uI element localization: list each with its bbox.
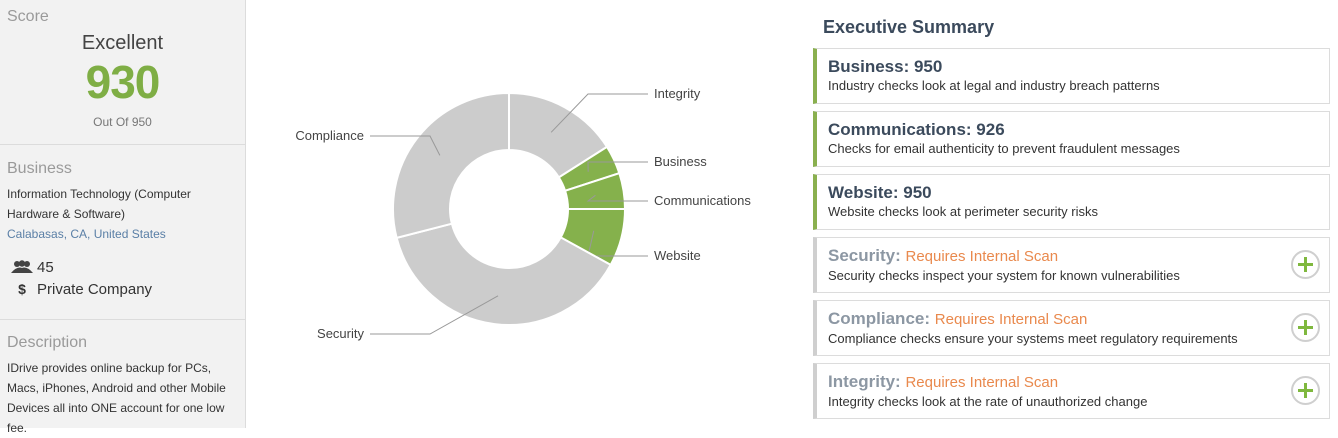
slice-label-website: Website bbox=[654, 248, 701, 263]
card-heading: Communications: 926 bbox=[828, 120, 1005, 139]
executive-summary: Executive Summary Business: 950 Industry… bbox=[813, 0, 1330, 426]
business-industry: Information Technology (Computer Hardwar… bbox=[7, 187, 191, 221]
card-description: Checks for email authenticity to prevent… bbox=[828, 141, 1180, 156]
location-separator: , bbox=[87, 227, 94, 241]
expand-plus-icon[interactable] bbox=[1291, 250, 1320, 279]
score-rating: Excellent bbox=[81, 32, 164, 54]
score-out-of: Out Of 950 bbox=[93, 115, 152, 129]
leader-line-integrity bbox=[550, 93, 648, 133]
summary-card-security: Security: Requires Internal Scan Securit… bbox=[813, 237, 1330, 293]
score-section-title: Score bbox=[7, 8, 49, 25]
card-description: Security checks inspect your system for … bbox=[828, 268, 1180, 283]
company-sidebar: Score Excellent 930 Out Of 950 Business … bbox=[0, 0, 246, 435]
business-section-title: Business bbox=[7, 160, 72, 177]
description-section-title: Description bbox=[7, 334, 88, 351]
summary-card-website: Website: 950 Website checks look at peri… bbox=[813, 174, 1330, 230]
company-type: Private Company bbox=[37, 280, 153, 298]
score-breakdown-chart: Integrity Business Communications Website Se… bbox=[246, 0, 806, 428]
donut-slice-security bbox=[395, 222, 613, 326]
card-category: Security: bbox=[828, 246, 901, 265]
leader-line-communications bbox=[586, 194, 648, 202]
score-value: 930 bbox=[85, 56, 161, 108]
card-heading: Security: Requires Internal Scan bbox=[828, 246, 1329, 267]
card-heading: Website: 950 bbox=[828, 183, 932, 202]
business-city: Calabasas, CA bbox=[7, 227, 88, 241]
slice-label-business: Business bbox=[654, 154, 707, 169]
summary-card-communications: Communications: 926 Checks for email aut… bbox=[813, 111, 1330, 167]
business-country-link[interactable]: United States bbox=[93, 227, 166, 241]
leader-line-security bbox=[370, 295, 499, 335]
people-icon bbox=[7, 260, 37, 274]
card-status: Requires Internal Scan bbox=[905, 374, 1059, 391]
company-type-row: $ Private Company bbox=[7, 278, 238, 300]
donut-chart: Integrity Business Communications Website Se… bbox=[295, 86, 751, 341]
employee-count-row: 45 bbox=[7, 256, 238, 278]
summary-card-integrity: Integrity: Requires Internal Scan Integr… bbox=[813, 363, 1330, 419]
summary-card-compliance: Compliance: Requires Internal Scan Compl… bbox=[813, 300, 1330, 356]
card-category: Compliance: bbox=[828, 309, 931, 328]
slice-label-compliance: Compliance bbox=[295, 128, 364, 143]
summary-title: Executive Summary bbox=[823, 17, 995, 37]
card-description: Integrity checks look at the rate of una… bbox=[828, 394, 1148, 409]
slice-label-integrity: Integrity bbox=[654, 86, 701, 101]
card-status: Requires Internal Scan bbox=[905, 248, 1059, 265]
business-location: Calabasas, CA, United States bbox=[7, 224, 238, 244]
description-text: IDrive provides online backup for PCs, M… bbox=[7, 361, 226, 435]
description-section: Description IDrive provides online backu… bbox=[0, 320, 245, 438]
card-heading: Compliance: Requires Internal Scan bbox=[828, 309, 1329, 330]
slice-label-communications: Communications bbox=[654, 193, 751, 208]
card-category: Integrity: bbox=[828, 372, 901, 391]
expand-plus-icon[interactable] bbox=[1291, 313, 1320, 342]
leader-line-compliance bbox=[370, 135, 441, 156]
donut-slice-compliance bbox=[392, 91, 510, 240]
score-section: Score Excellent 930 Out Of 950 bbox=[0, 0, 245, 145]
card-heading: Integrity: Requires Internal Scan bbox=[828, 372, 1329, 393]
slice-label-security: Security bbox=[317, 326, 364, 341]
business-section: Business Information Technology (Compute… bbox=[0, 145, 245, 320]
dollar-icon: $ bbox=[18, 281, 26, 297]
card-description: Industry checks look at legal and indust… bbox=[828, 78, 1160, 93]
employee-count: 45 bbox=[37, 258, 54, 276]
card-heading: Business: 950 bbox=[828, 57, 943, 76]
card-description: Compliance checks ensure your systems me… bbox=[828, 331, 1238, 346]
leader-line-business bbox=[587, 161, 648, 172]
expand-plus-icon[interactable] bbox=[1291, 376, 1320, 405]
card-description: Website checks look at perimeter securit… bbox=[828, 204, 1098, 219]
summary-card-business: Business: 950 Industry checks look at le… bbox=[813, 48, 1330, 104]
card-status: Requires Internal Scan bbox=[934, 311, 1088, 328]
